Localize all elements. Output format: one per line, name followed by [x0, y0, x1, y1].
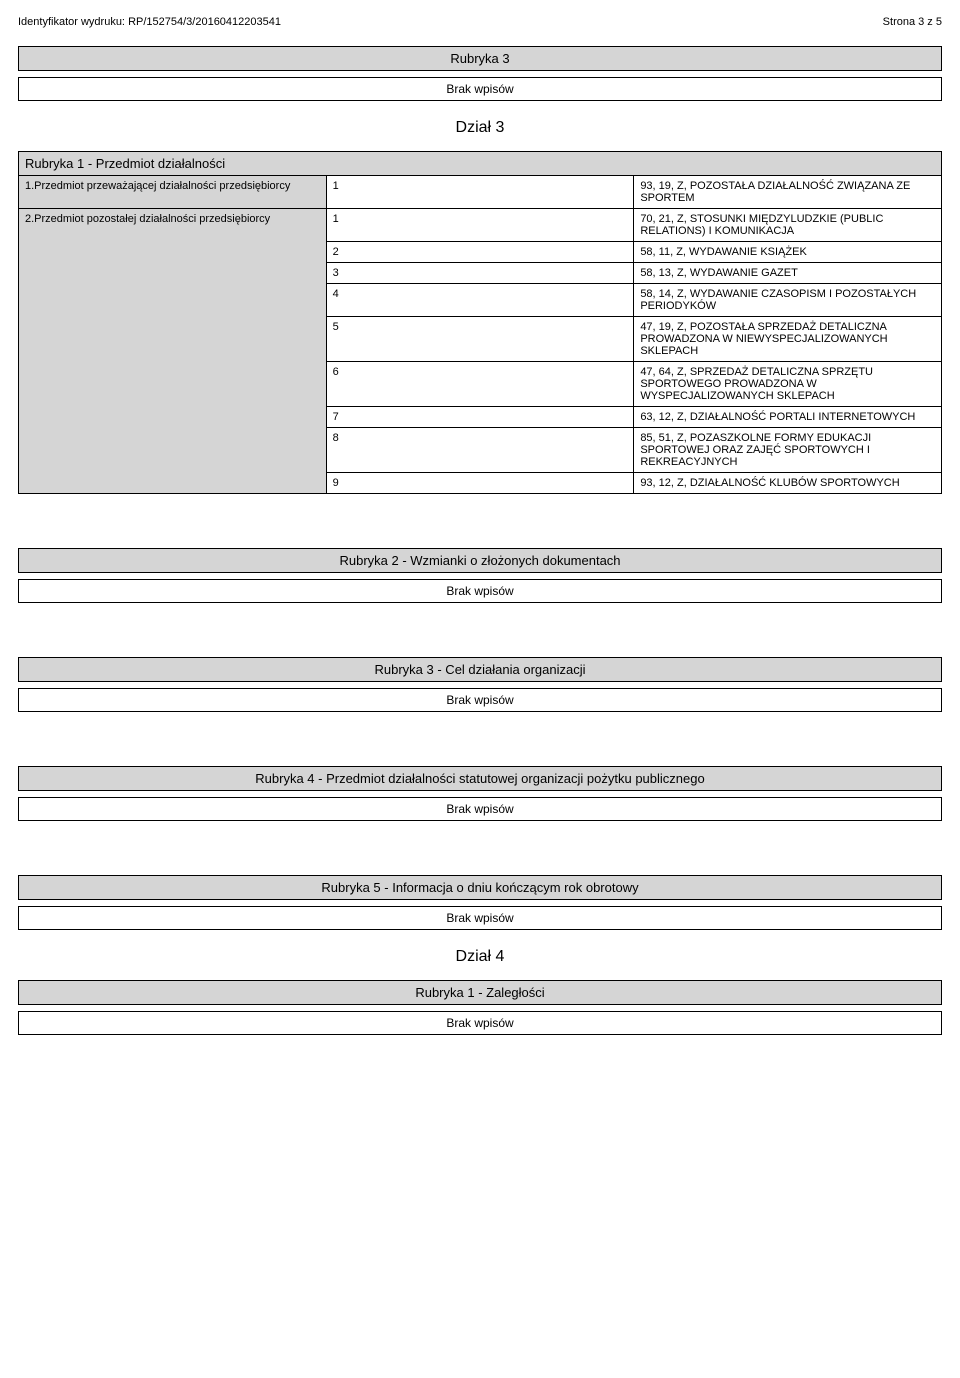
brak-text: Brak wpisów — [446, 802, 513, 816]
rubryka5-brak: Brak wpisów — [18, 906, 942, 930]
field2-item-val: 93, 12, Z, DZIAŁALNOŚĆ KLUBÓW SPORTOWYCH — [634, 473, 942, 494]
field2-row: 2.Przedmiot pozostałej działalności prze… — [19, 209, 942, 242]
rubryka4-title: Rubryka 4 - Przedmiot działalności statu… — [18, 766, 942, 791]
field1-item-idx: 1 — [326, 176, 634, 209]
rubryka-title-text: Rubryka 2 - Wzmianki o złożonych dokumen… — [339, 553, 620, 568]
field2-item-idx: 2 — [326, 242, 634, 263]
rubryka3-brak: Brak wpisów — [18, 688, 942, 712]
page-header: Identyfikator wydruku: RP/152754/3/20160… — [18, 16, 942, 28]
dzial4-heading: Dział 4 — [18, 948, 942, 966]
rubryka1-table: Rubryka 1 - Przedmiot działalności 1.Prz… — [18, 151, 942, 494]
rubryka3-top-title: Rubryka 3 — [18, 46, 942, 71]
field2-item-idx: 8 — [326, 428, 634, 473]
field2-item-idx: 3 — [326, 263, 634, 284]
page-number: Strona 3 z 5 — [883, 16, 942, 28]
rubryka1-title: Rubryka 1 - Przedmiot działalności — [19, 152, 942, 176]
field2-item-val: 47, 19, Z, POZOSTAŁA SPRZEDAŻ DETALICZNA… — [634, 317, 942, 362]
field2-item-val: 47, 64, Z, SPRZEDAŻ DETALICZNA SPRZĘTU S… — [634, 362, 942, 407]
dzial4-rubryka1-title: Rubryka 1 - Zaległości — [18, 980, 942, 1005]
field2-item-idx: 4 — [326, 284, 634, 317]
field2-item-val: 58, 11, Z, WYDAWANIE KSIĄŻEK — [634, 242, 942, 263]
rubryka5-title: Rubryka 5 - Informacja o dniu kończącym … — [18, 875, 942, 900]
rubryka-title-text: Rubryka 3 - Cel działania organizacji — [375, 662, 586, 677]
rubryka3-title: Rubryka 3 - Cel działania organizacji — [18, 657, 942, 682]
rubryka-title-text: Rubryka 4 - Przedmiot działalności statu… — [255, 771, 704, 786]
field1-item-val: 93, 19, Z, POZOSTAŁA DZIAŁALNOŚĆ ZWIĄZAN… — [634, 176, 942, 209]
identyfikator-label: Identyfikator wydruku: — [18, 16, 125, 28]
identyfikator-value: RP/152754/3/20160412203541 — [128, 16, 281, 28]
rubryka2-brak: Brak wpisów — [18, 579, 942, 603]
rubryka-title-text: Rubryka 3 — [450, 51, 509, 66]
field2-item-val: 85, 51, Z, POZASZKOLNE FORMY EDUKACJI SP… — [634, 428, 942, 473]
field2-item-val: 63, 12, Z, DZIAŁALNOŚĆ PORTALI INTERNETO… — [634, 407, 942, 428]
dzial3-heading: Dział 3 — [18, 119, 942, 137]
field2-item-idx: 6 — [326, 362, 634, 407]
brak-text: Brak wpisów — [446, 82, 513, 96]
field2-item-val: 70, 21, Z, STOSUNKI MIĘDZYLUDZKIE (PUBLI… — [634, 209, 942, 242]
field1-label: 1.Przedmiot przeważającej działalności p… — [19, 176, 327, 209]
field1-row: 1.Przedmiot przeważającej działalności p… — [19, 176, 942, 209]
brak-text: Brak wpisów — [446, 693, 513, 707]
brak-text: Brak wpisów — [446, 911, 513, 925]
rubryka4-brak: Brak wpisów — [18, 797, 942, 821]
field2-item-idx: 1 — [326, 209, 634, 242]
rubryka3-top-brak: Brak wpisów — [18, 77, 942, 101]
rubryka2-title: Rubryka 2 - Wzmianki o złożonych dokumen… — [18, 548, 942, 573]
identyfikator: Identyfikator wydruku: RP/152754/3/20160… — [18, 16, 281, 28]
dzial4-rubryka1-brak: Brak wpisów — [18, 1011, 942, 1035]
field2-item-val: 58, 14, Z, WYDAWANIE CZASOPISM I POZOSTA… — [634, 284, 942, 317]
field2-item-idx: 7 — [326, 407, 634, 428]
field2-item-idx: 5 — [326, 317, 634, 362]
rubryka-title-text: Rubryka 1 - Zaległości — [415, 985, 544, 1000]
field2-item-idx: 9 — [326, 473, 634, 494]
field2-label: 2.Przedmiot pozostałej działalności prze… — [19, 209, 327, 494]
brak-text: Brak wpisów — [446, 584, 513, 598]
field2-item-val: 58, 13, Z, WYDAWANIE GAZET — [634, 263, 942, 284]
rubryka1-title-row: Rubryka 1 - Przedmiot działalności — [19, 152, 942, 176]
brak-text: Brak wpisów — [446, 1016, 513, 1030]
rubryka-title-text: Rubryka 5 - Informacja o dniu kończącym … — [321, 880, 638, 895]
